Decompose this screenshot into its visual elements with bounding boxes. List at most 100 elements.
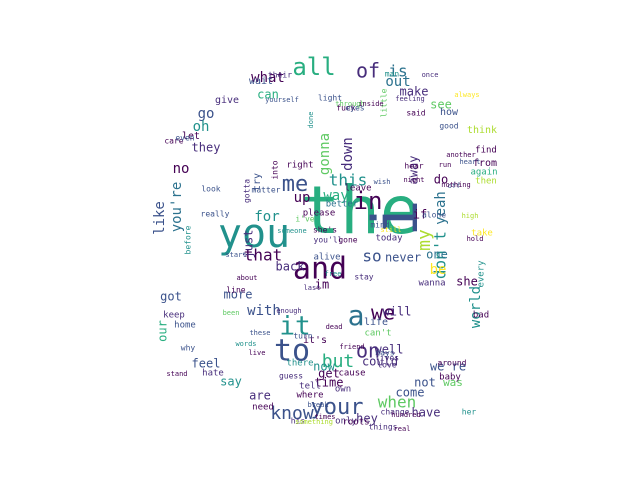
word-try: try	[252, 173, 263, 191]
word-said: said	[406, 109, 425, 118]
word-why: why	[181, 344, 196, 353]
word-inside: inside	[358, 100, 383, 108]
word-me: me	[282, 172, 309, 197]
word-only: only	[335, 417, 357, 427]
word-one: one	[426, 248, 448, 262]
word-from: from	[473, 158, 497, 169]
word-never: never	[385, 251, 421, 265]
word-feel: feel	[192, 357, 221, 371]
word-you: you	[218, 211, 290, 257]
word-bad: bad	[473, 311, 489, 321]
word-please: please	[303, 209, 336, 219]
word-to: to	[274, 334, 310, 369]
word-before: before	[184, 225, 193, 254]
word-with: with	[247, 303, 281, 319]
word-real: real	[394, 425, 411, 433]
word-this: this	[329, 171, 368, 190]
word-have: have	[412, 406, 441, 420]
word-done: done	[307, 112, 315, 129]
word-now: now	[313, 360, 335, 374]
word-well: well	[375, 343, 404, 357]
word-out: out	[385, 74, 410, 90]
word-go: go	[198, 106, 215, 122]
word-line: line	[226, 286, 245, 295]
word-leave: leave	[344, 184, 371, 194]
word-gone: gone	[338, 236, 357, 245]
word-when: when	[378, 393, 417, 412]
word-turn: turn	[293, 332, 312, 341]
word-something: something	[295, 418, 333, 426]
word-we-re: we're	[430, 360, 466, 374]
word-still: still	[380, 226, 401, 234]
word-every: every	[477, 260, 487, 288]
word-how: how	[440, 107, 459, 118]
word-away: away	[407, 156, 421, 185]
word-it: it	[279, 312, 310, 342]
word-get: get	[318, 367, 340, 381]
word-things: things	[369, 423, 398, 432]
word-alive: alive	[313, 253, 340, 263]
word-be: be	[430, 262, 447, 278]
word-nothing: nothing	[441, 181, 471, 189]
word-wait: wait	[249, 76, 273, 87]
word-dead: dead	[326, 323, 343, 331]
word-it-s: it's	[303, 335, 327, 346]
word-world: world	[468, 286, 484, 328]
word-gotta: gotta	[243, 179, 252, 203]
word-been: been	[223, 309, 240, 317]
word-own: own	[335, 385, 351, 395]
word-hate: hate	[202, 369, 224, 379]
word-could: could	[362, 355, 398, 369]
word-like: like	[152, 201, 168, 235]
word-tell: tell	[299, 382, 321, 392]
word-and: and	[293, 252, 347, 287]
word-love: love	[377, 361, 396, 370]
word-mind: mind	[370, 221, 389, 230]
word-no: no	[173, 161, 190, 177]
word-always: always	[454, 91, 479, 99]
word-up: up	[294, 190, 311, 206]
word-time: time	[315, 376, 344, 390]
word-her: her	[462, 408, 477, 417]
word-take: take	[471, 229, 493, 239]
word-gonna: gonna	[317, 133, 333, 175]
word-into: into	[271, 160, 280, 179]
word-matter: matter	[252, 186, 281, 195]
word-man: man	[385, 70, 400, 79]
word-change: change	[381, 408, 410, 417]
word-last: last	[304, 284, 321, 292]
word-if: if	[413, 208, 427, 222]
word-days: days	[375, 349, 394, 358]
word-not: not	[414, 376, 436, 390]
word-look: look	[201, 185, 220, 194]
word-enough: enough	[276, 307, 301, 315]
word-find: find	[475, 146, 497, 156]
word-even: even	[175, 134, 194, 143]
word-light: light	[318, 94, 342, 103]
word-im: im	[315, 278, 329, 292]
word-cause: cause	[338, 369, 365, 379]
word-stay: stay	[354, 273, 373, 282]
word-today: today	[375, 234, 403, 244]
word-make: make	[400, 85, 429, 99]
word-these: these	[249, 329, 270, 337]
word-but: but	[322, 351, 355, 372]
word-around: around	[438, 359, 467, 368]
word-down: down	[340, 137, 356, 171]
word-guess: guess	[279, 372, 303, 381]
word-good: good	[439, 122, 458, 131]
word-you-re: you're	[169, 182, 185, 233]
word-eyes: eyes	[345, 104, 364, 113]
word-is: is	[388, 62, 407, 81]
word-i-ve: i've	[295, 215, 314, 224]
word-you-ll: you'll	[314, 236, 343, 245]
word-little: little	[380, 88, 389, 117]
word-through: through	[335, 100, 365, 108]
word-lives: lives	[375, 354, 399, 363]
word-my: my	[414, 229, 435, 251]
word-wish: wish	[374, 178, 391, 186]
word-got: got	[160, 290, 182, 304]
word-start: start	[225, 251, 246, 259]
word-on: on	[356, 339, 380, 363]
